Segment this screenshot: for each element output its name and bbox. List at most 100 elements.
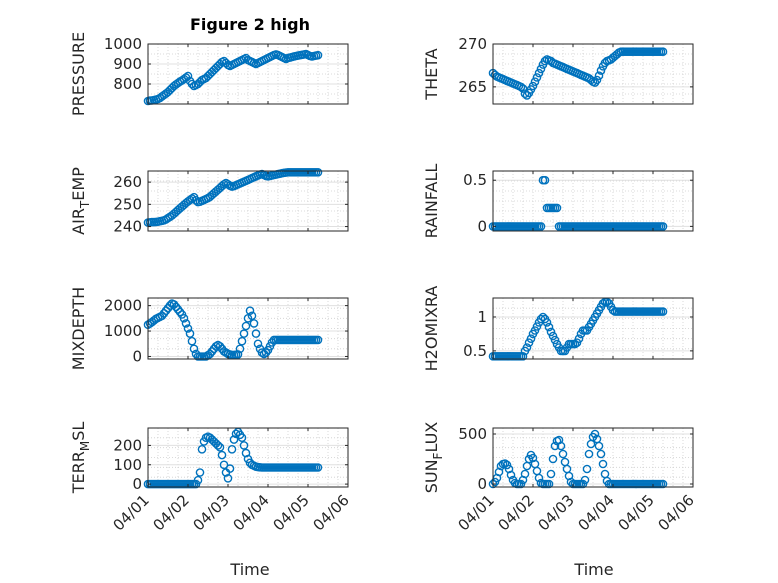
data-point — [197, 444, 207, 454]
data-point — [540, 175, 550, 185]
y-tick-label: 200 — [113, 436, 142, 454]
data-point — [187, 79, 197, 89]
data-point — [241, 448, 251, 458]
data-point — [536, 64, 546, 74]
data-point — [490, 477, 500, 487]
data-point — [544, 322, 554, 332]
data-point — [542, 318, 552, 327]
data-point — [598, 459, 608, 469]
data-point — [249, 319, 259, 328]
data-point — [518, 351, 528, 361]
data-point — [313, 463, 323, 472]
y-tick-label: 1000 — [104, 322, 142, 340]
x-axis-label-right: Time — [573, 560, 613, 579]
y-tick-label: 0 — [477, 217, 487, 235]
data-point — [520, 469, 530, 479]
axes-box — [147, 43, 349, 105]
data-point — [239, 329, 249, 338]
data-point — [217, 450, 227, 460]
data-point — [598, 299, 608, 308]
axes-box — [492, 43, 694, 105]
data-point — [516, 82, 526, 92]
data-point — [219, 460, 229, 470]
data-point — [548, 454, 558, 464]
data-point — [570, 339, 580, 349]
y-axis-label: SUNFLUX — [422, 422, 445, 494]
data-point — [578, 479, 588, 489]
data-point — [183, 71, 193, 81]
y-tick-label: 800 — [113, 75, 142, 93]
panel-theta: 265 270 THETA — [422, 35, 694, 105]
data-point — [191, 195, 201, 205]
data-point — [219, 179, 229, 189]
data-point — [596, 449, 606, 459]
data-point — [189, 344, 199, 354]
data-point — [247, 311, 257, 321]
y-axis-label: PRESSURE — [69, 32, 88, 116]
y-axis-label: THETA — [422, 48, 441, 100]
data-point — [524, 338, 534, 348]
y-tick-label: 260 — [113, 173, 142, 191]
data-point — [520, 89, 530, 98]
data-point — [195, 468, 205, 477]
data-point — [544, 479, 554, 489]
data-point — [183, 324, 193, 333]
data-point — [241, 321, 251, 331]
y-tick-label: 240 — [113, 218, 142, 236]
data-point — [253, 339, 263, 349]
y-tick-label: 2000 — [104, 297, 142, 315]
data-point — [546, 469, 556, 479]
data-point — [552, 203, 562, 213]
axes-box — [492, 170, 694, 232]
data-point — [608, 305, 618, 315]
data-point — [590, 429, 600, 439]
data-point — [550, 335, 560, 345]
figure-title: Figure 2 high — [190, 15, 310, 34]
data-point — [187, 336, 197, 346]
data-point — [235, 344, 245, 354]
data-point — [179, 313, 189, 323]
data-point — [558, 449, 568, 459]
data-point — [596, 66, 606, 75]
data-point — [534, 473, 544, 483]
data-point — [526, 334, 536, 344]
data-point — [185, 329, 195, 338]
data-point — [658, 479, 668, 489]
y-tick-label: 0.5 — [463, 342, 487, 360]
data-point — [522, 343, 532, 352]
data-point — [231, 429, 241, 439]
y-tick-label: 265 — [458, 78, 487, 96]
data-point — [516, 479, 526, 489]
y-tick-label: 250 — [113, 195, 142, 213]
data-point — [213, 441, 223, 450]
data-point — [530, 77, 540, 86]
data-point — [522, 91, 532, 100]
data-point — [261, 348, 271, 357]
y-axis-label: MIXDEPTH — [69, 287, 88, 370]
data-point — [506, 470, 516, 480]
data-point — [584, 449, 594, 459]
data-point — [175, 307, 185, 317]
data-point — [532, 73, 542, 82]
data-point — [500, 459, 510, 468]
data-point — [536, 222, 546, 231]
data-point — [538, 312, 548, 322]
axes-box — [147, 297, 349, 360]
data-point — [594, 441, 604, 451]
data-point — [528, 81, 538, 91]
y-tick-label: 900 — [113, 55, 142, 73]
data-point — [556, 441, 566, 451]
data-point — [594, 71, 604, 80]
y-axis-label: H2OMIXRA — [422, 286, 441, 372]
data-point — [572, 338, 582, 348]
axes-box — [147, 170, 349, 232]
panel-mixdepth: 0 1000 2000 MIXDEPTH — [69, 287, 349, 370]
y-tick-label: 0.5 — [463, 171, 487, 189]
y-axis-label: RAINFALL — [422, 164, 441, 239]
y-tick-label: 0 — [132, 347, 142, 365]
data-point — [233, 350, 243, 359]
data-point — [245, 306, 255, 316]
data-point — [502, 460, 512, 470]
